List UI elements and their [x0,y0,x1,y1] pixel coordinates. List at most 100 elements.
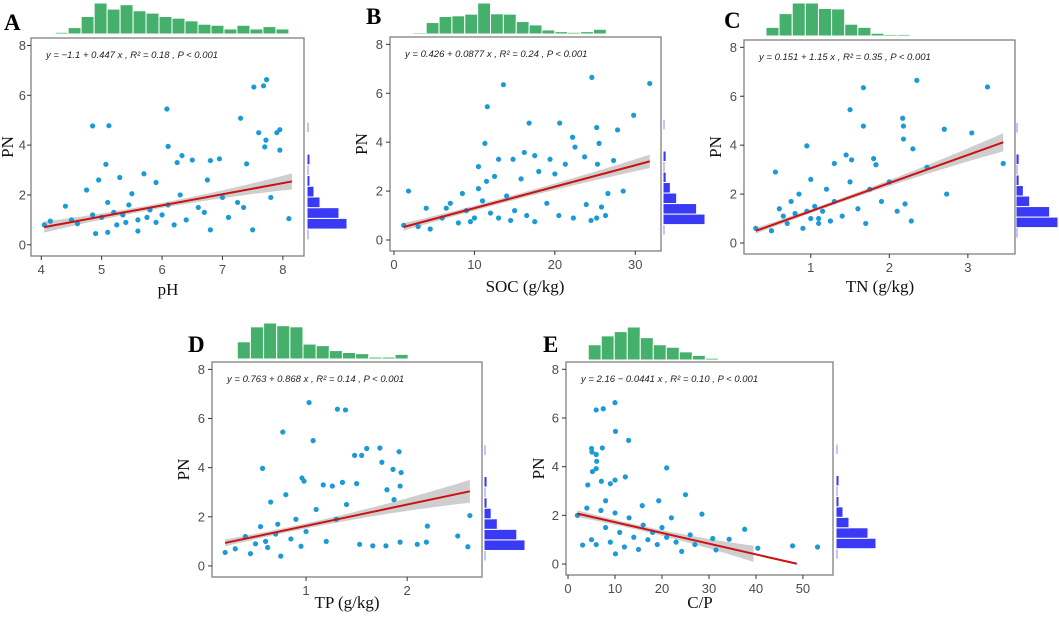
data-point [544,200,550,206]
top-hist-bar [145,12,160,35]
data-point [699,511,705,517]
regression-equation: y = 2.16 − 0.0441 x , R² = 0.10 , P < 0.… [580,374,758,385]
data-point [512,208,518,214]
top-hist-bar [691,354,706,361]
data-point [599,445,605,451]
top-hist-bar [119,4,134,35]
x-tick-label: 3 [964,260,971,275]
x-tick-label: 10 [467,257,481,272]
panel-label: A [4,10,21,35]
top-hist-bar [355,353,370,360]
data-point [526,120,532,126]
data-point [252,541,259,547]
data-point [495,156,502,162]
data-point [257,524,264,530]
data-point [320,482,326,488]
data-point [594,215,600,221]
data-point [789,543,796,549]
data-point [262,538,269,544]
top-hist-bar [438,15,453,35]
data-point [664,465,670,471]
top-hist-bar [93,2,108,35]
data-point [370,543,376,549]
right-hist-bar [1015,185,1024,197]
panel-c: 0 2 4 6 8 1 2 3 y = 0.151 + 1.15 x , R² = 0.35 ,… [706,2,1059,296]
top-hist-bar [249,28,264,35]
x-tick-label: 10 [608,581,622,596]
y-tick-label: 6 [552,410,559,425]
y-tick-label: 0 [19,237,26,252]
data-point [588,217,594,224]
data-point [622,474,628,480]
x-tick-label: 7 [219,262,226,277]
top-hist-bar [315,345,330,360]
x-tick-label: 0 [564,581,571,596]
data-point [414,541,420,547]
data-point [900,115,906,121]
data-point [459,190,465,197]
right-hist-bar [1015,195,1031,208]
data-point [873,162,879,168]
y-tick-label: 4 [198,460,205,475]
data-point [455,220,461,226]
regression-line [577,512,798,565]
data-point [620,188,626,194]
data-point [645,537,651,543]
right-hist-bar [1015,216,1059,229]
data-point [216,156,223,162]
top-hist-bar [197,23,212,35]
right-hist-bar [835,506,844,518]
top-hist-bar [275,28,290,35]
data-point [585,482,591,488]
data-point [323,538,329,544]
top-hist-bar [132,10,147,35]
data-point [776,206,782,212]
data-point [222,549,228,556]
top-hist-bar [263,322,278,360]
data-point [944,191,950,197]
top-hist-bar [328,350,343,360]
data-point [855,206,861,212]
data-point [447,200,453,206]
data-point [259,465,266,471]
regression-equation: y = 0.426 + 0.0877 x , R² = 0.24 , P < 0… [404,49,587,60]
data-point [819,208,826,214]
data-point [605,190,611,197]
data-point [268,499,274,505]
data-point [908,218,914,224]
right-hist-bar [835,495,840,508]
top-hist-bar [464,13,479,35]
data-point [532,153,538,159]
data-point [572,144,578,150]
right-hist-bar [483,507,492,520]
data-point [610,157,617,164]
x-axis-label: TN (g/kg) [846,277,914,296]
top-hist-bar [665,346,680,361]
data-point [814,544,821,550]
right-hist-bar [306,175,311,187]
data-point [654,541,660,548]
y-tick-label: 4 [730,138,737,153]
top-hist-bar [223,28,238,35]
top-hist-bar [473,358,488,361]
data-point [598,204,605,210]
data-point [364,445,370,452]
y-tick-label: 8 [19,38,26,53]
data-point [816,220,822,227]
y-axis-label: PN [706,136,725,158]
data-point [710,535,716,542]
data-point [603,498,609,504]
top-hist-bar [289,326,304,360]
right-hist-bar [1015,206,1051,218]
data-point [129,191,135,197]
data-point [183,217,189,223]
data-point [612,428,619,434]
right-hist-bar [306,217,348,230]
data-point [250,227,256,233]
data-point [286,216,292,222]
data-point [504,193,510,199]
data-point [135,228,141,234]
right-hist-bar [835,485,839,497]
y-tick-label: 0 [376,232,383,247]
